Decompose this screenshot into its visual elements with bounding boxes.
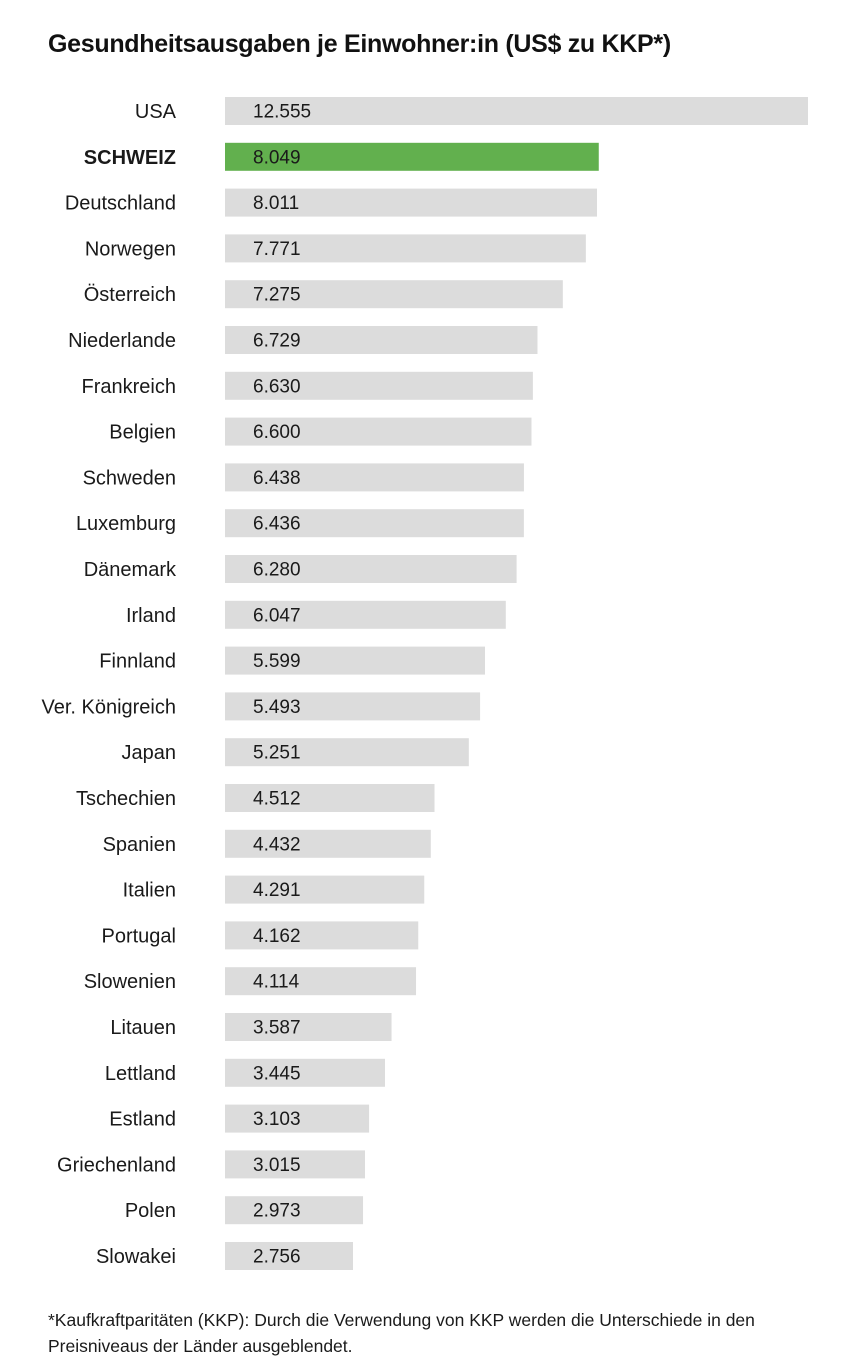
bar-lettland (225, 1058, 385, 1087)
bar-niederlande (225, 326, 538, 354)
value-label-litauen: 3.587 (253, 1018, 301, 1039)
chart-title: Gesundheitsausgaben je Einwohner:in (US$… (48, 30, 671, 58)
bar-estland (225, 1104, 370, 1133)
bar-japan (225, 738, 469, 767)
bar-belgien (225, 417, 532, 446)
value-label-portugal: 4.162 (253, 926, 301, 947)
bar-dänemark (225, 555, 517, 583)
category-label-deutschland: Deutschland (65, 193, 176, 215)
category-label-portugal: Portugal (102, 925, 177, 947)
category-label-österreich: Österreich (84, 284, 176, 306)
bar-usa (225, 97, 808, 125)
value-label-schweiz: 8.049 (253, 147, 301, 168)
bar-portugal (225, 921, 419, 950)
bar-slowakei (225, 1242, 353, 1270)
value-label-tschechien: 4.512 (253, 789, 301, 810)
category-label-norwegen: Norwegen (85, 238, 176, 260)
category-label-irland: Irland (126, 605, 176, 627)
value-label-italien: 4.291 (253, 880, 301, 901)
bar-spanien (225, 829, 431, 858)
bar-frankreich (225, 371, 533, 400)
bar-irland (225, 600, 506, 629)
value-label-lettland: 3.445 (253, 1063, 301, 1084)
category-label-niederlande: Niederlande (68, 330, 176, 352)
category-label-polen: Polen (125, 1200, 176, 1222)
category-label-lettland: Lettland (105, 1063, 176, 1085)
category-label-litauen: Litauen (110, 1017, 176, 1039)
category-label-estland: Estland (109, 1109, 176, 1131)
value-label-japan: 5.251 (253, 743, 301, 764)
value-label-estland: 3.103 (253, 1109, 301, 1130)
category-label-dänemark: Dänemark (84, 559, 177, 581)
bar-finnland (225, 646, 485, 675)
value-label-polen: 2.973 (253, 1201, 301, 1222)
value-label-finnland: 5.599 (253, 651, 301, 672)
bar-litauen (225, 1013, 392, 1041)
category-label-schweiz: SCHWEIZ (84, 147, 176, 169)
value-label-ver-königreich: 5.493 (253, 697, 301, 718)
category-label-ver-königreich: Ver. Königreich (41, 696, 176, 718)
bar-ver-königreich (225, 692, 481, 721)
bar-luxemburg (225, 509, 524, 538)
bar-italien (225, 875, 425, 904)
category-label-schweden: Schweden (83, 467, 176, 489)
category-label-slowenien: Slowenien (84, 971, 176, 993)
category-label-finnland: Finnland (99, 651, 176, 673)
category-label-usa: USA (135, 101, 177, 123)
category-label-italien: Italien (123, 880, 176, 902)
bar-deutschland (225, 188, 597, 217)
bar-norwegen (225, 234, 586, 263)
value-label-griechenland: 3.015 (253, 1155, 301, 1176)
value-label-slowakei: 2.756 (253, 1247, 301, 1268)
value-label-belgien: 6.600 (253, 422, 301, 443)
category-label-slowakei: Slowakei (96, 1246, 176, 1268)
footnote: *Kaufkraftparitäten (KKP): Durch die Ver… (48, 1310, 755, 1356)
value-label-schweden: 6.438 (253, 468, 301, 489)
value-label-irland: 6.047 (253, 605, 301, 626)
value-label-österreich: 7.275 (253, 285, 301, 306)
bar-chart: USA 12.555 SCHWEIZ 8.049 Deutschland 8.011 Nor… (41, 97, 808, 1270)
value-label-frankreich: 6.630 (253, 376, 301, 397)
category-label-luxemburg: Luxemburg (76, 513, 176, 535)
bar-griechenland (225, 1150, 366, 1179)
value-label-slowenien: 4.114 (253, 972, 300, 993)
value-label-deutschland: 8.011 (253, 193, 299, 214)
category-label-belgien: Belgien (109, 422, 176, 444)
bar-österreich (225, 280, 563, 309)
value-label-spanien: 4.432 (253, 834, 301, 855)
value-label-usa: 12.555 (253, 102, 311, 123)
bar-tschechien (225, 784, 435, 812)
category-label-griechenland: Griechenland (57, 1154, 176, 1176)
category-label-frankreich: Frankreich (82, 376, 176, 398)
value-label-dänemark: 6.280 (253, 560, 301, 581)
category-label-japan: Japan (122, 742, 177, 764)
bar-schweiz (225, 142, 599, 171)
value-label-luxemburg: 6.436 (253, 514, 301, 535)
bar-schweden (225, 463, 524, 492)
category-label-tschechien: Tschechien (76, 788, 176, 810)
bar-slowenien (225, 967, 417, 996)
value-label-norwegen: 7.771 (253, 239, 301, 260)
value-label-niederlande: 6.729 (253, 331, 301, 352)
category-label-spanien: Spanien (103, 834, 176, 856)
bar-polen (225, 1196, 364, 1225)
